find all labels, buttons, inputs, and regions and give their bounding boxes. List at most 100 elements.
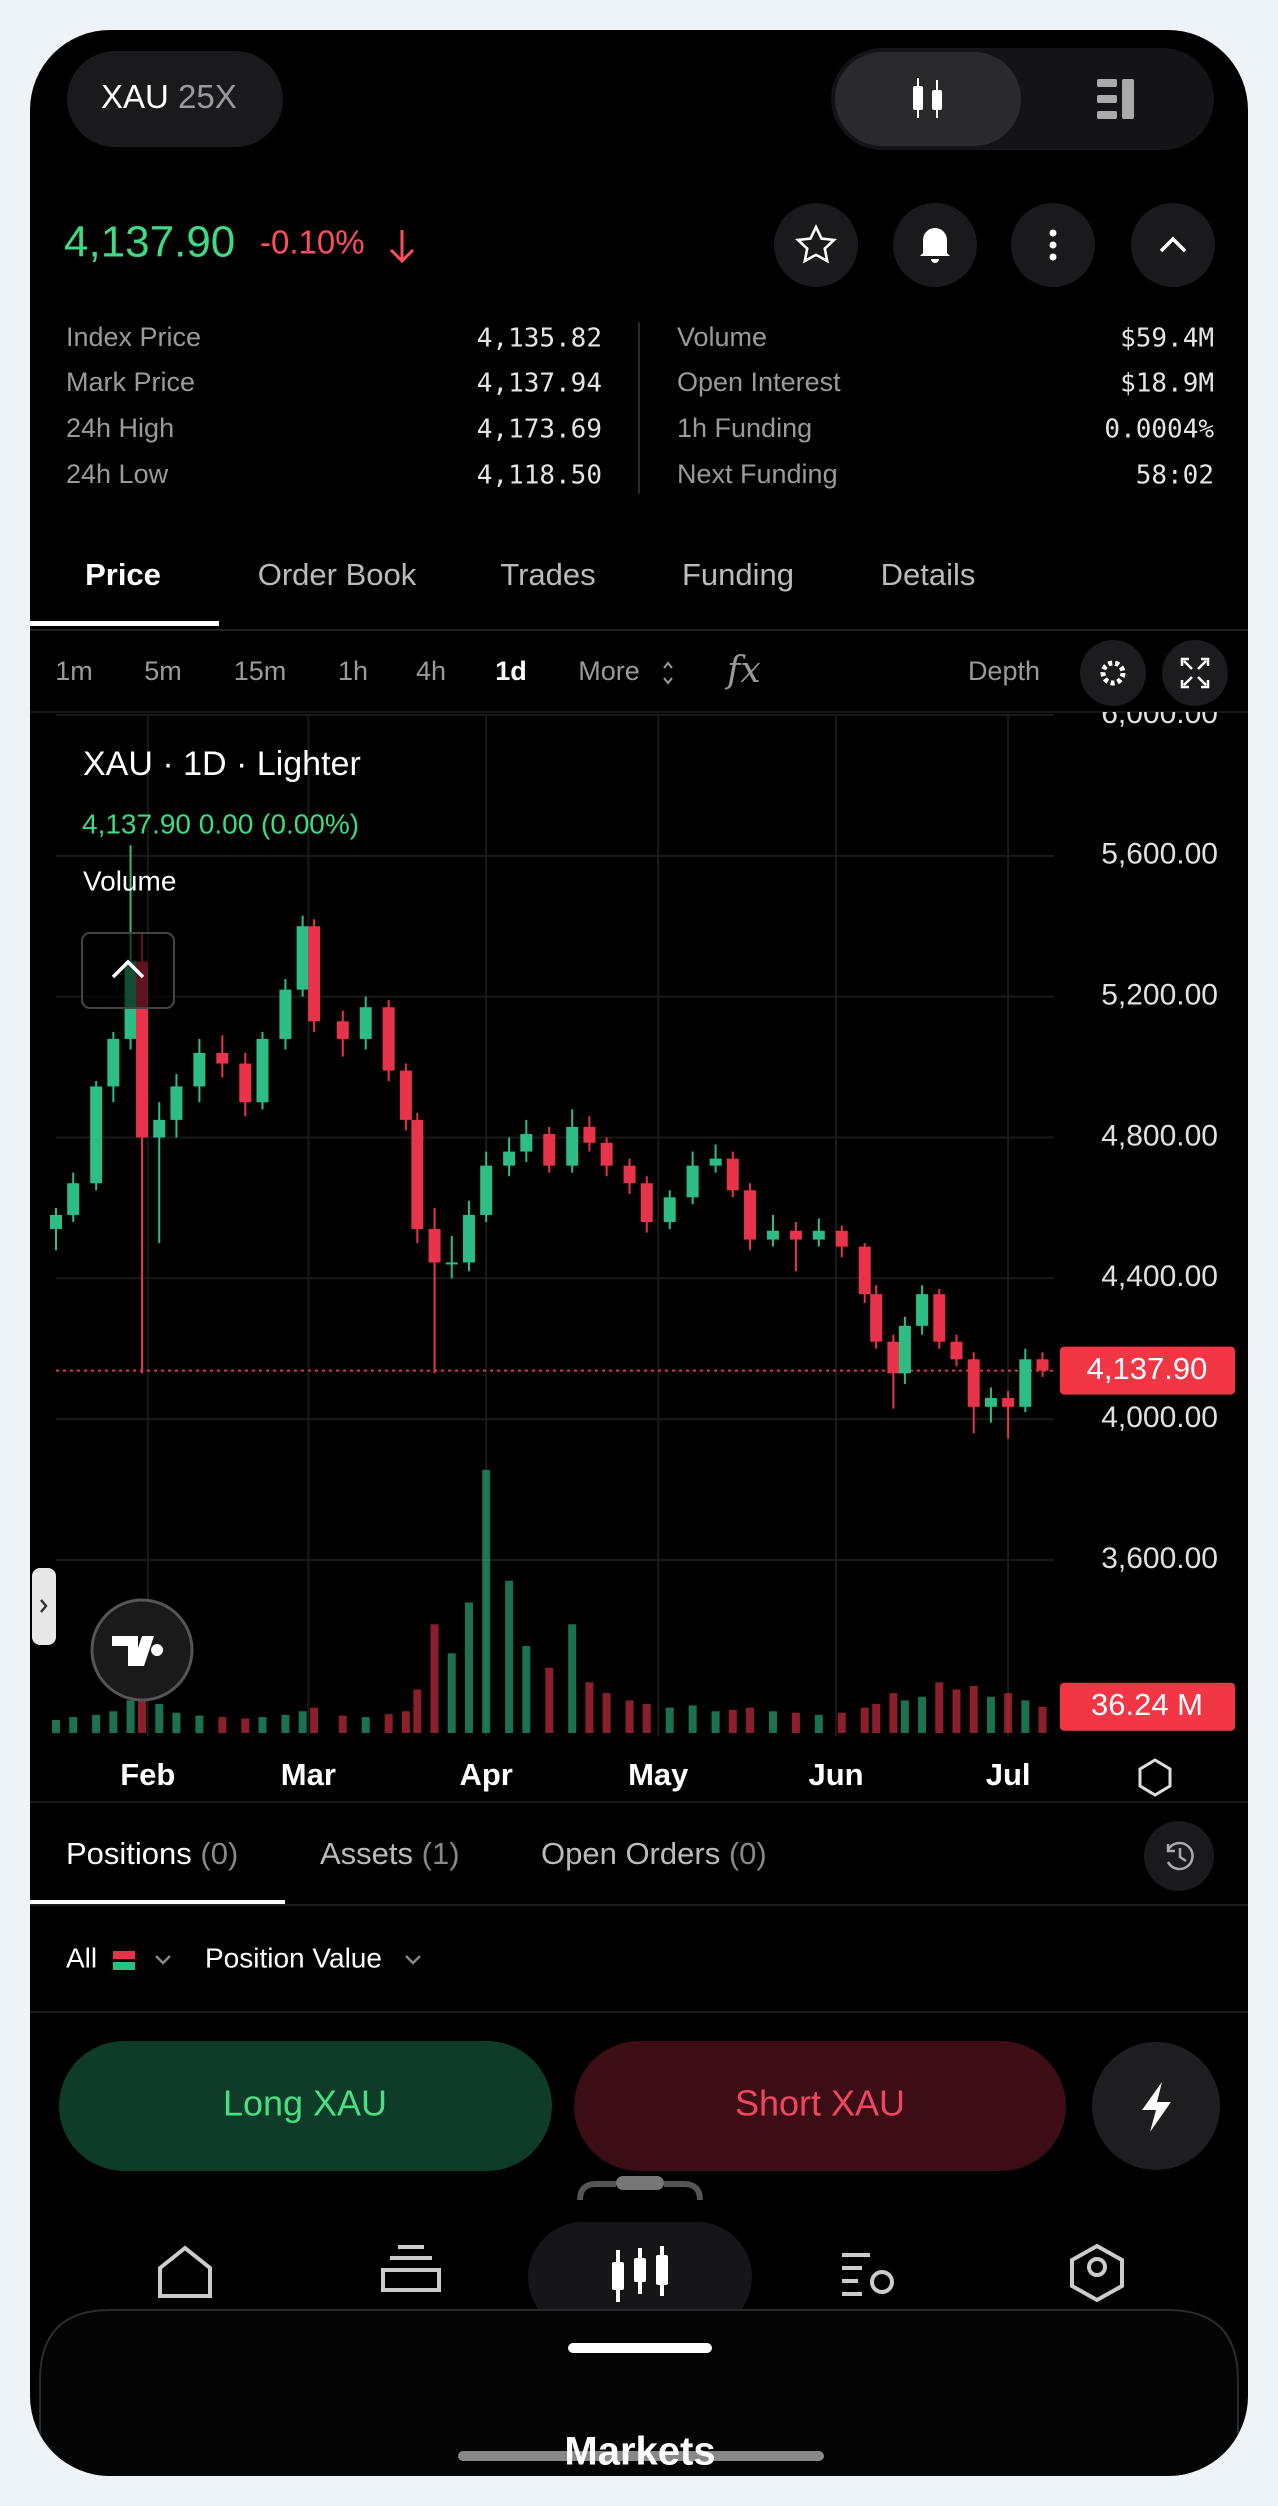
candle-body <box>916 1294 929 1326</box>
volume-bar <box>952 1689 961 1733</box>
candle-body <box>1002 1398 1015 1407</box>
volume-bar <box>585 1682 594 1733</box>
home-indicator <box>568 2343 712 2353</box>
filter-position-value[interactable]: Position Value <box>205 1942 382 1973</box>
interval[interactable]: 15m <box>234 656 287 686</box>
nav-label[interactable]: Markets <box>564 2430 715 2474</box>
long-button[interactable] <box>59 2041 552 2171</box>
volume-bar <box>889 1693 898 1733</box>
candle-body <box>898 1325 911 1374</box>
legend-collapse[interactable] <box>81 932 175 1009</box>
volume-bar <box>413 1689 422 1733</box>
volume-bar <box>241 1718 250 1733</box>
volume-bar <box>281 1714 290 1733</box>
fullscreen-button[interactable] <box>1162 640 1228 706</box>
y-tick-label: 4,000.00 <box>1101 1401 1218 1434</box>
chart-legend: 4,137.90 0.00 (0.00%) <box>82 808 359 839</box>
tab-label: Positions <box>66 1836 192 1871</box>
tab[interactable]: Order Book <box>258 557 417 592</box>
tab[interactable]: Trades <box>500 557 595 592</box>
candle-body <box>411 1119 424 1230</box>
x-tick-label: Jun <box>808 1757 863 1792</box>
price: 4,137.90 <box>64 218 235 267</box>
lightning-icon <box>1142 2082 1171 2132</box>
depth-button[interactable]: Depth <box>968 656 1040 686</box>
account-icon[interactable] <box>1070 2243 1124 2303</box>
home-icon[interactable] <box>158 2245 212 2298</box>
candle-body <box>543 1133 556 1166</box>
interval[interactable]: 5m <box>144 656 182 686</box>
star-icon <box>795 223 837 264</box>
interval[interactable]: 1h <box>338 656 368 686</box>
volume-bar <box>814 1714 823 1733</box>
volume-bar <box>430 1624 439 1733</box>
volume-bar <box>92 1714 101 1733</box>
candle-body <box>428 1229 441 1263</box>
portfolio-icon[interactable] <box>381 2245 441 2292</box>
candle-body <box>193 1052 206 1087</box>
favorite-button[interactable] <box>774 203 858 287</box>
volume-badge-label: 36.24 M <box>1091 1687 1203 1722</box>
candle-body <box>967 1359 980 1407</box>
markets-icon[interactable] <box>612 2246 668 2302</box>
candle-body <box>445 1262 458 1265</box>
filter-icon-red <box>113 1951 135 1959</box>
tab-count: (0) <box>200 1836 238 1871</box>
filter-all[interactable]: All <box>66 1942 97 1973</box>
tab-label: Assets <box>320 1836 413 1871</box>
tab[interactable]: Details <box>881 557 976 592</box>
volume-bar <box>1038 1706 1047 1733</box>
side-chevron <box>40 1599 48 1613</box>
volume-bar <box>384 1714 393 1733</box>
chart-settings-icon[interactable] <box>1138 1758 1172 1797</box>
y-tick-label: 6,000.00 <box>1101 697 1218 730</box>
candle-body <box>503 1151 516 1166</box>
volume-bar <box>155 1704 164 1733</box>
price-badge-label: 4,137.90 <box>1087 1351 1208 1386</box>
interval[interactable]: 1m <box>55 656 93 686</box>
symbol-pill[interactable] <box>67 51 283 147</box>
candle-body <box>566 1126 579 1166</box>
candle-body <box>153 1119 166 1138</box>
orders-icon[interactable] <box>842 2253 870 2296</box>
volume-bar <box>338 1715 347 1733</box>
tv-mark <box>112 1636 164 1666</box>
volume-bar <box>688 1705 697 1733</box>
interval[interactable]: More <box>578 656 640 686</box>
volume-bar <box>401 1711 410 1733</box>
chevron-down <box>155 1955 171 1965</box>
positions-tab[interactable]: Open Orders (0) <box>541 1836 767 1871</box>
candle-body <box>950 1341 963 1360</box>
down-arrow <box>389 230 415 264</box>
interval[interactable]: 1d <box>495 656 527 686</box>
volume-label: Volume <box>83 865 176 896</box>
candle-body <box>170 1086 183 1120</box>
tab[interactable]: Price <box>85 557 161 592</box>
positions-tab[interactable]: Assets (1) <box>320 1836 460 1871</box>
volume-bar <box>746 1707 755 1733</box>
candle-body <box>279 989 292 1039</box>
volume-bar <box>791 1712 800 1733</box>
tab[interactable]: Funding <box>682 557 794 592</box>
stat-value: 4,137.94 <box>477 369 602 399</box>
bell-icon <box>920 228 950 263</box>
history-icon <box>1166 1841 1194 1871</box>
volume-bar <box>310 1707 319 1733</box>
dots-icon <box>1049 229 1057 261</box>
volume-bar <box>711 1711 720 1733</box>
chevron-up <box>1159 236 1187 253</box>
interval[interactable]: 4h <box>416 656 446 686</box>
chart-title: XAU · 1D · Lighter <box>83 745 361 783</box>
view-toggle-active <box>835 52 1021 146</box>
stat-value: 58:02 <box>1136 461 1214 491</box>
indicators-button[interactable]: fx <box>724 650 761 691</box>
symbol-name: XAU <box>101 78 169 115</box>
short-button[interactable] <box>574 2041 1066 2171</box>
positions-tab[interactable]: Positions (0) <box>66 1836 238 1871</box>
x-tick-label: Apr <box>459 1757 512 1792</box>
settings-button[interactable] <box>1080 640 1146 706</box>
stat-label: Volume <box>677 322 767 352</box>
collapse-button[interactable] <box>1131 203 1215 287</box>
